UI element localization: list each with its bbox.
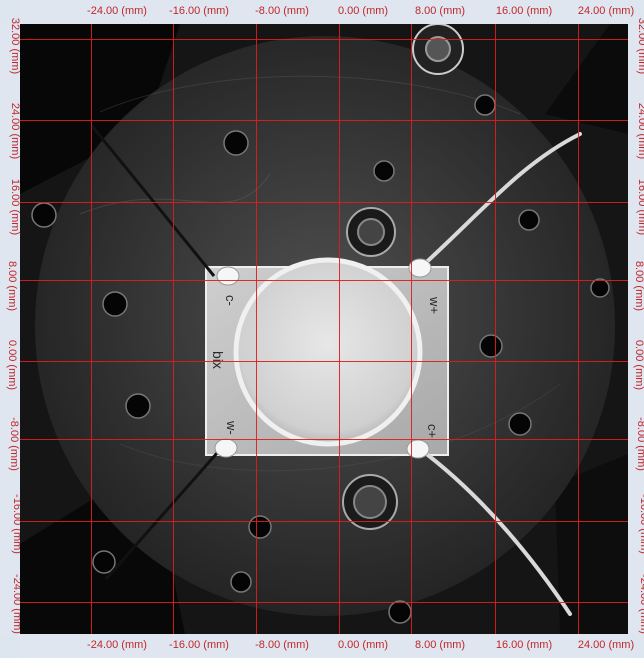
top-x-label: 16.00 (mm): [495, 5, 553, 17]
top-axis-ruler: -24.00 (mm) -16.00 (mm) -8.00 (mm) 0.00 …: [20, 0, 634, 24]
grid-line-x-0: [339, 24, 340, 634]
grid-line-y-32: [20, 39, 628, 40]
top-x-label: -8.00 (mm): [255, 5, 309, 17]
left-y-label: 0.00 (mm): [6, 339, 19, 391]
right-y-label: 24.00 (mm): [636, 102, 644, 160]
white-wires: [418, 132, 582, 616]
bottom-x-label: -8.00 (mm): [255, 639, 309, 651]
right-y-label: 32.00 (mm): [636, 17, 644, 75]
grid-line-y-16: [20, 202, 628, 203]
right-axis-ruler: 32.00 (mm) 24.00 (mm) 16.00 (mm) 8.00 (m…: [628, 18, 644, 634]
left-axis-ruler: 32.00 (mm) 24.00 (mm) 16.00 (mm) 8.00 (m…: [0, 18, 23, 634]
led-board-photo: c- w+ w- c+ bix: [20, 24, 628, 634]
grid-line-y-neg8: [20, 439, 628, 440]
grid-line-x-24: [578, 24, 579, 634]
top-x-label: 8.00 (mm): [414, 5, 466, 17]
grid-line-y-neg16: [20, 521, 628, 522]
bottom-axis-ruler: -24.00 (mm) -16.00 (mm) -8.00 (mm) 0.00 …: [20, 634, 634, 658]
grid-line-x-8: [411, 24, 412, 634]
right-y-label: 16.00 (mm): [636, 178, 644, 236]
top-x-label: -24.00 (mm): [87, 5, 147, 17]
pcb-label-c-minus: c-: [223, 295, 238, 306]
screw-top: [346, 207, 396, 257]
shadow-bottom-right: [555, 454, 628, 634]
screw-top-right: [412, 24, 464, 75]
pcb-labels: c- w+ w- c+ bix: [210, 295, 442, 438]
right-y-label: -24.00 (mm): [637, 574, 644, 634]
pcb-label-w-plus: w+: [427, 296, 442, 314]
bottom-x-label: -24.00 (mm): [87, 639, 147, 651]
bottom-x-label: 0.00 (mm): [337, 639, 389, 651]
pcb-label-c-plus: c+: [425, 424, 440, 438]
shadow-top-left: [20, 24, 180, 194]
top-x-label: 24.00 (mm): [577, 5, 635, 17]
grid-line-y-neg24: [20, 602, 628, 603]
mounting-holes: [31, 94, 610, 624]
pcb-label-brand: bix: [210, 351, 226, 369]
right-y-label: -8.00 (mm): [634, 417, 644, 471]
grid-line-x-neg24: [91, 24, 92, 634]
top-x-label: -16.00 (mm): [169, 5, 229, 17]
shadow-top-right: [545, 24, 628, 134]
top-x-label: 0.00 (mm): [337, 5, 389, 17]
led-emitter: [233, 257, 423, 447]
grid-line-y-0: [20, 361, 628, 362]
black-wires: [90, 125, 227, 580]
screw-bottom: [342, 474, 398, 530]
right-y-label: 8.00 (mm): [633, 260, 644, 312]
bottom-x-label: 16.00 (mm): [495, 639, 553, 651]
right-y-label: 0.00 (mm): [633, 339, 644, 391]
grid-line-x-neg8: [256, 24, 257, 634]
grid-line-x-16: [495, 24, 496, 634]
bottom-x-label: 8.00 (mm): [414, 639, 466, 651]
grid-line-x-neg16: [173, 24, 174, 634]
left-y-label: -8.00 (mm): [7, 417, 20, 471]
right-y-label: -16.00 (mm): [637, 494, 644, 554]
left-y-label: 8.00 (mm): [6, 260, 19, 312]
inspection-image[interactable]: c- w+ w- c+ bix: [20, 24, 628, 634]
grid-line-y-8: [20, 280, 628, 281]
bottom-x-label: 24.00 (mm): [577, 639, 635, 651]
bottom-x-label: -16.00 (mm): [169, 639, 229, 651]
grid-line-y-24: [20, 120, 628, 121]
pcb-label-w-minus: w-: [224, 420, 239, 435]
solder-pads: [214, 258, 432, 459]
